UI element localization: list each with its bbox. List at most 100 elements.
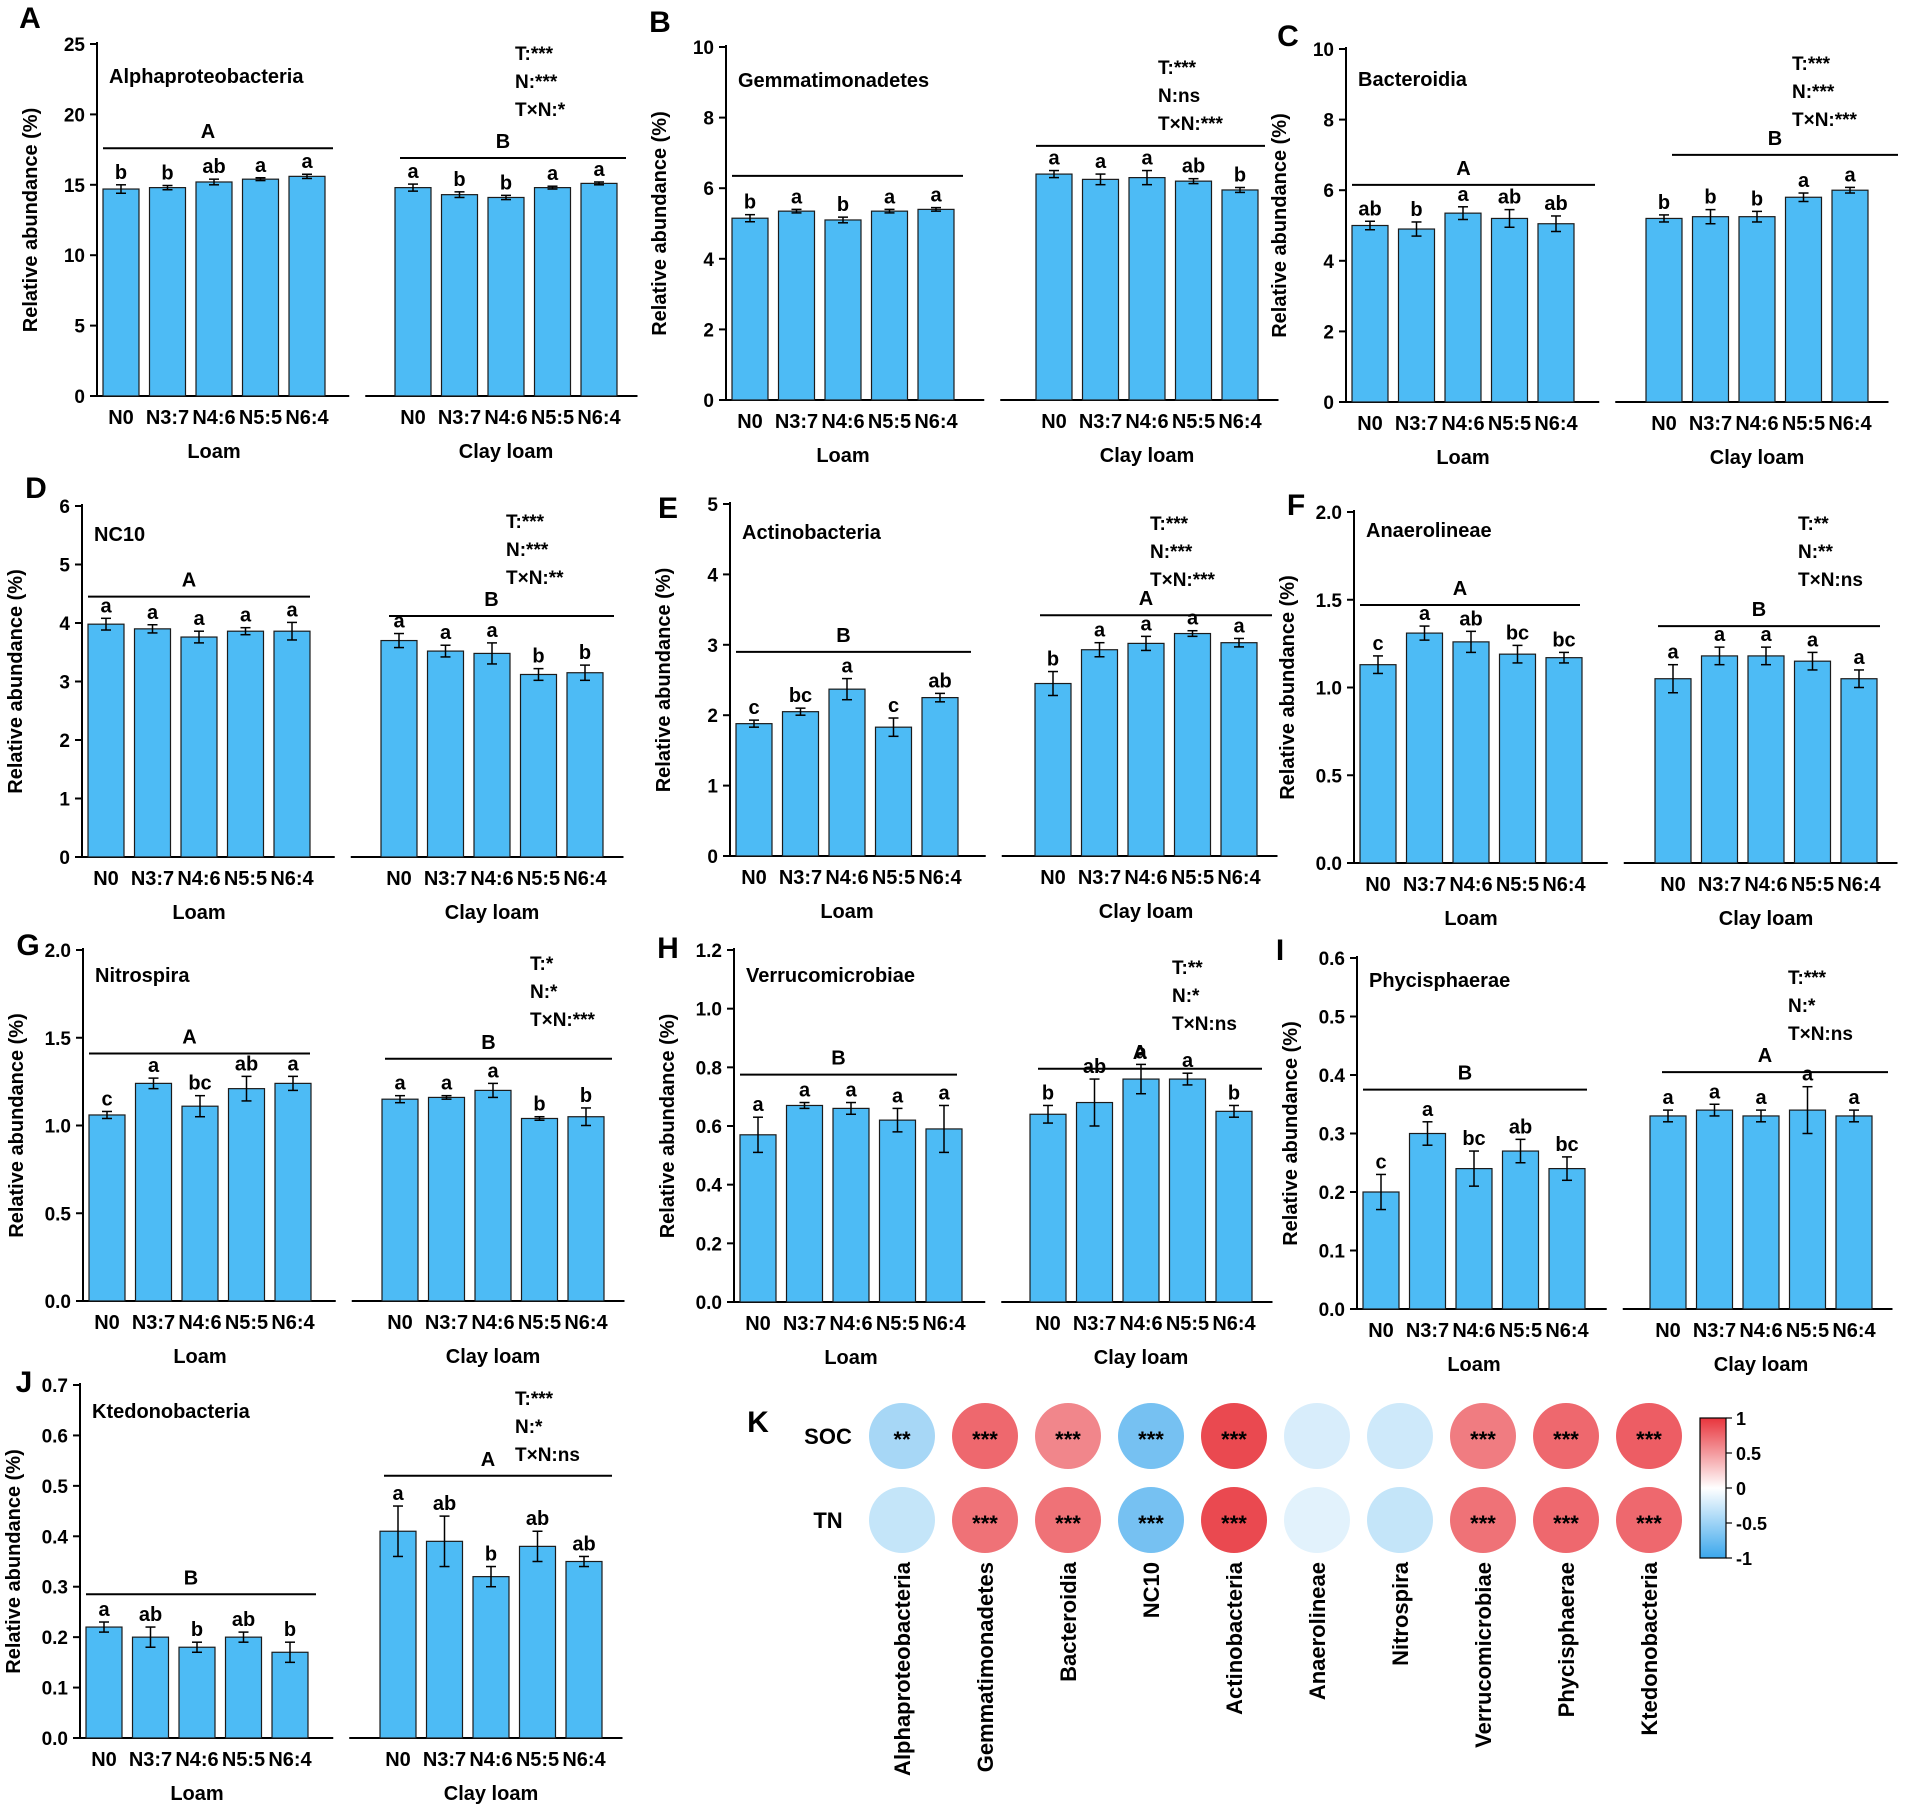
heatmap-sig-0-9: *** [1636,1427,1662,1452]
x-tick-label-J-1-0: N0 [385,1749,411,1771]
heatmap-sig-1-3: *** [1138,1511,1164,1536]
stat-I-0: T:*** [1788,968,1827,989]
y-tick-label-I-3: 0.3 [1319,1125,1345,1146]
bar-F-0-3 [1498,653,1537,864]
sig-letter-C-0-0: ab [1358,198,1381,220]
y-tick-label-G-1: 0.5 [45,1204,72,1225]
panel-letter-C: C [1277,20,1299,53]
y-tick-label-G-3: 1.5 [45,1029,72,1050]
y-tick-label-H-2: 0.4 [696,1176,723,1197]
sig-letter-E-1-1: a [1094,620,1106,642]
y-tick-label-H-3: 0.6 [696,1117,722,1138]
heatmap-cell-1-9 [1616,1487,1682,1553]
stat-H-2: T×N:ns [1172,1014,1237,1035]
stat-C-0: T:*** [1792,54,1831,75]
panel-letter-D: D [25,472,47,505]
heatmap-sig-0-8: *** [1553,1427,1579,1452]
group-label-B-0: Loam [816,445,869,467]
x-tick-label-D-0-0: N0 [93,868,119,890]
sig-letter-C-0-1: b [1410,199,1422,221]
bar-B-0-0 [731,217,769,401]
group-letter-H-1: A [1133,1042,1147,1064]
heatmap-cell-0-5 [1284,1403,1350,1469]
sig-letter-B-1-0: a [1048,148,1060,170]
stat-I-2: T×N:ns [1788,1024,1853,1045]
y-tick-label-G-4: 2.0 [45,941,71,962]
sig-letter-F-0-4: bc [1552,629,1575,651]
x-tick-label-A-0-1: N3:7 [146,407,189,429]
bar-I-1-1 [1695,1109,1734,1310]
stat-A-1: N:*** [515,72,558,93]
group-letter-I-0: B [1458,1063,1472,1085]
y-tick-label-D-1: 1 [59,790,70,811]
bar-E-0-2 [828,688,866,857]
bar-J-0-0 [85,1626,123,1739]
heatmap-col-label-6: Nitrospira [1388,1561,1413,1666]
sig-letter-E-0-3: c [888,695,899,717]
bar-B-0-4 [917,208,955,401]
x-tick-label-J-0-1: N3:7 [129,1749,172,1771]
x-tick-label-C-0-1: N3:7 [1395,413,1438,435]
colorbar-tick-label-1: 0.5 [1736,1444,1761,1464]
x-tick-label-E-1-1: N3:7 [1078,867,1121,889]
x-tick-label-B-0-2: N4:6 [821,411,864,433]
group-label-B-1: Clay loam [1100,445,1194,467]
sig-letter-B-0-4: a [930,185,942,207]
y-tick-label-C-3: 6 [1323,181,1334,202]
axis-break-C [1599,397,1616,407]
stat-E-0: T:*** [1150,514,1189,535]
heatmap-sig-0-0: ** [893,1427,911,1452]
heatmap-col-label-0: Alphaproteobacteria [890,1561,915,1776]
y-tick-label-I-5: 0.5 [1319,1008,1346,1029]
group-label-I-1: Clay loam [1714,1354,1808,1376]
y-tick-label-J-4: 0.4 [42,1527,69,1548]
axis-break-I [1606,1304,1623,1314]
x-tick-label-D-0-4: N6:4 [270,868,314,890]
heatmap-sig-1-8: *** [1553,1511,1579,1536]
sig-letter-I-0-4: bc [1555,1134,1578,1156]
bar-E-0-0 [735,723,773,857]
bar-B-0-1 [777,210,816,401]
x-tick-label-H-1-3: N5:5 [1166,1313,1209,1335]
bar-D-1-3 [519,673,558,858]
bar-A-1-4 [580,182,618,397]
stat-D-1: N:*** [506,540,549,561]
sig-letter-C-1-2: b [1751,188,1763,210]
sig-letter-G-0-0: c [101,1088,112,1110]
y-tick-label-J-3: 0.3 [42,1578,68,1599]
sig-letter-F-1-0: a [1667,642,1679,664]
stat-B-1: N:ns [1158,86,1200,107]
axis-break-F [1607,858,1624,868]
x-tick-label-G-1-1: N3:7 [425,1312,468,1334]
sig-letter-I-1-0: a [1662,1087,1674,1109]
sig-letter-J-1-2: b [485,1544,497,1566]
bar-D-1-1 [426,650,465,858]
sig-letter-B-0-1: a [791,186,803,208]
y-tick-label-F-2: 1.0 [1316,679,1342,700]
heatmap-col-label-4: Actinobacteria [1222,1561,1247,1715]
sig-letter-D-1-1: a [440,622,452,644]
x-tick-label-J-1-3: N5:5 [516,1749,559,1771]
group-label-H-1: Clay loam [1094,1347,1188,1369]
y-tick-label-F-1: 0.5 [1316,766,1343,787]
y-tick-label-J-7: 0.7 [42,1376,68,1397]
heatmap-sig-1-2: *** [1055,1511,1081,1536]
stat-J-2: T×N:ns [515,1445,580,1466]
group-label-J-0: Loam [170,1783,223,1805]
y-tick-label-A-3: 15 [64,176,86,197]
y-tick-label-F-3: 1.5 [1316,591,1343,612]
sig-letter-A-0-1: b [161,163,173,185]
sig-letter-I-0-2: bc [1462,1128,1485,1150]
group-letter-C-1: B [1768,128,1782,150]
sig-letter-C-1-1: b [1704,187,1716,209]
stat-G-2: T×N:*** [530,1010,596,1031]
x-tick-label-B-1-2: N4:6 [1125,411,1168,433]
y-tick-label-J-5: 0.5 [42,1477,69,1498]
axis-break-H [985,1297,1002,1307]
bar-G-1-0 [381,1098,419,1302]
group-letter-C-0: A [1456,158,1470,180]
sig-letter-A-0-3: a [255,155,267,177]
panel-letter-E: E [658,492,678,525]
x-tick-label-E-1-0: N0 [1040,867,1066,889]
panel-title-E: Actinobacteria [742,522,882,544]
